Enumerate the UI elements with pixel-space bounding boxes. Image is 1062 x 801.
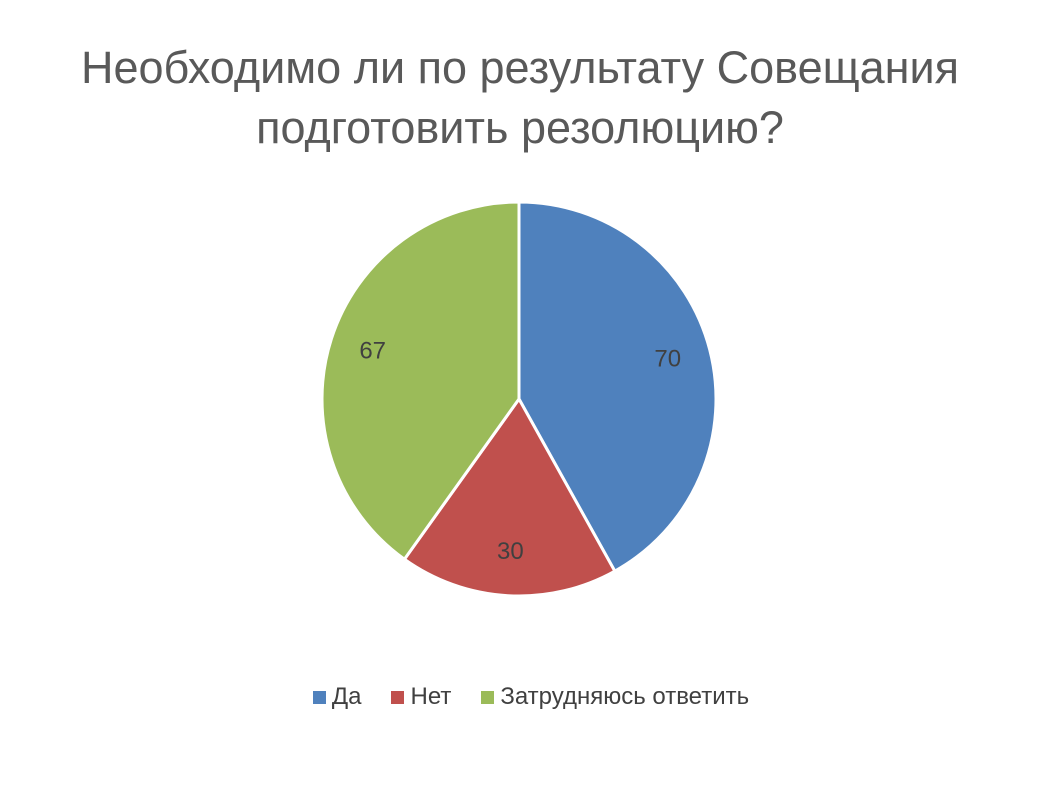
legend-item: Затрудняюсь ответить — [481, 683, 749, 711]
pie-slice — [320, 200, 521, 562]
chart-title: Необходимо ли по результату Совещания по… — [80, 42, 960, 153]
legend-swatch — [312, 690, 326, 704]
data-label: 67 — [359, 337, 386, 364]
legend-item: Нет — [391, 683, 451, 711]
legend-label: Да — [331, 683, 362, 710]
legend-label: Затрудняюсь ответить — [500, 683, 750, 710]
pie-slice — [402, 396, 617, 598]
pie-slice — [517, 200, 718, 574]
legend-item: Да — [312, 683, 362, 711]
legend: Да Нет Затрудняюсь ответить — [0, 683, 1062, 711]
legend-swatch — [481, 690, 495, 704]
data-label: 70 — [654, 346, 681, 373]
legend-swatch — [391, 690, 405, 704]
legend-label: Нет — [410, 683, 452, 710]
data-label: 30 — [497, 538, 524, 565]
